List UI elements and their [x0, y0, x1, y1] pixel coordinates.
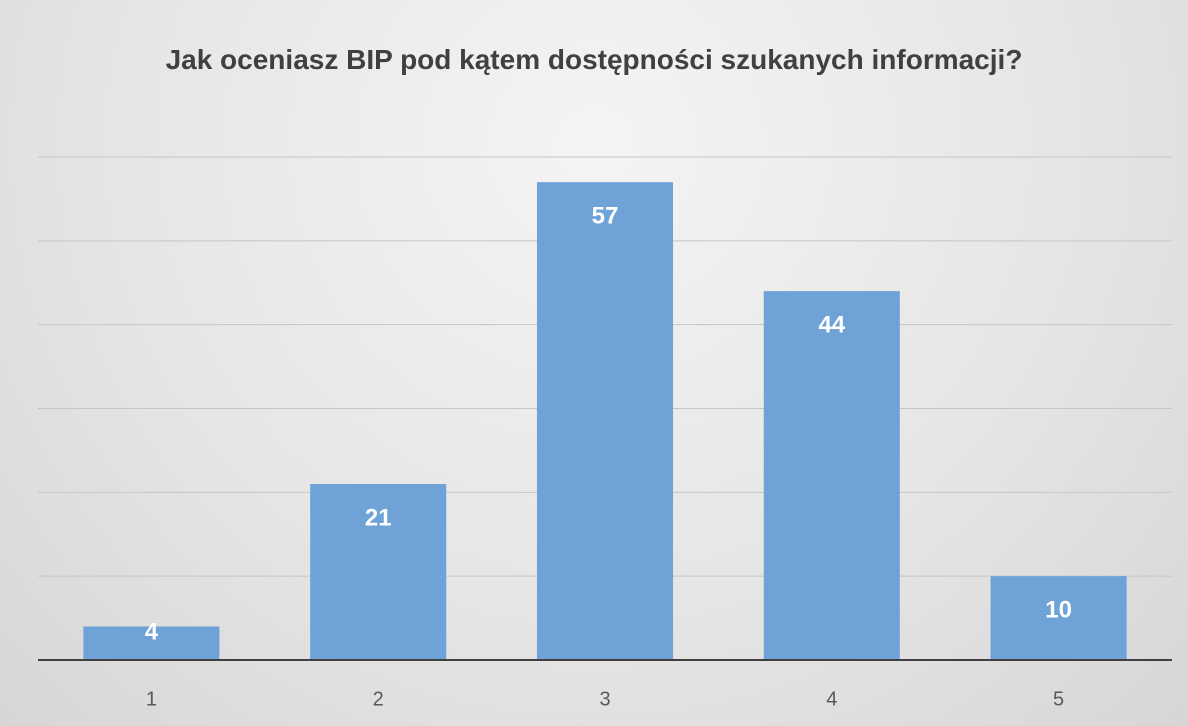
bar [763, 291, 900, 660]
data-label: 4 [145, 618, 159, 645]
data-label: 21 [365, 504, 392, 531]
data-label: 57 [592, 202, 619, 229]
bar [310, 483, 447, 660]
bar [83, 626, 220, 660]
bar [536, 182, 674, 660]
data-label: 10 [1045, 597, 1072, 624]
chart-title: Jak oceniasz BIP pod kątem dostępności s… [165, 44, 1023, 75]
x-tick-label: 4 [826, 688, 837, 710]
x-tick-label: 5 [1053, 688, 1064, 710]
bar [990, 576, 1127, 660]
x-tick-label: 2 [373, 688, 384, 710]
x-tick-label: 1 [146, 688, 157, 710]
x-tick-label: 3 [599, 688, 610, 710]
data-label: 44 [818, 311, 845, 338]
